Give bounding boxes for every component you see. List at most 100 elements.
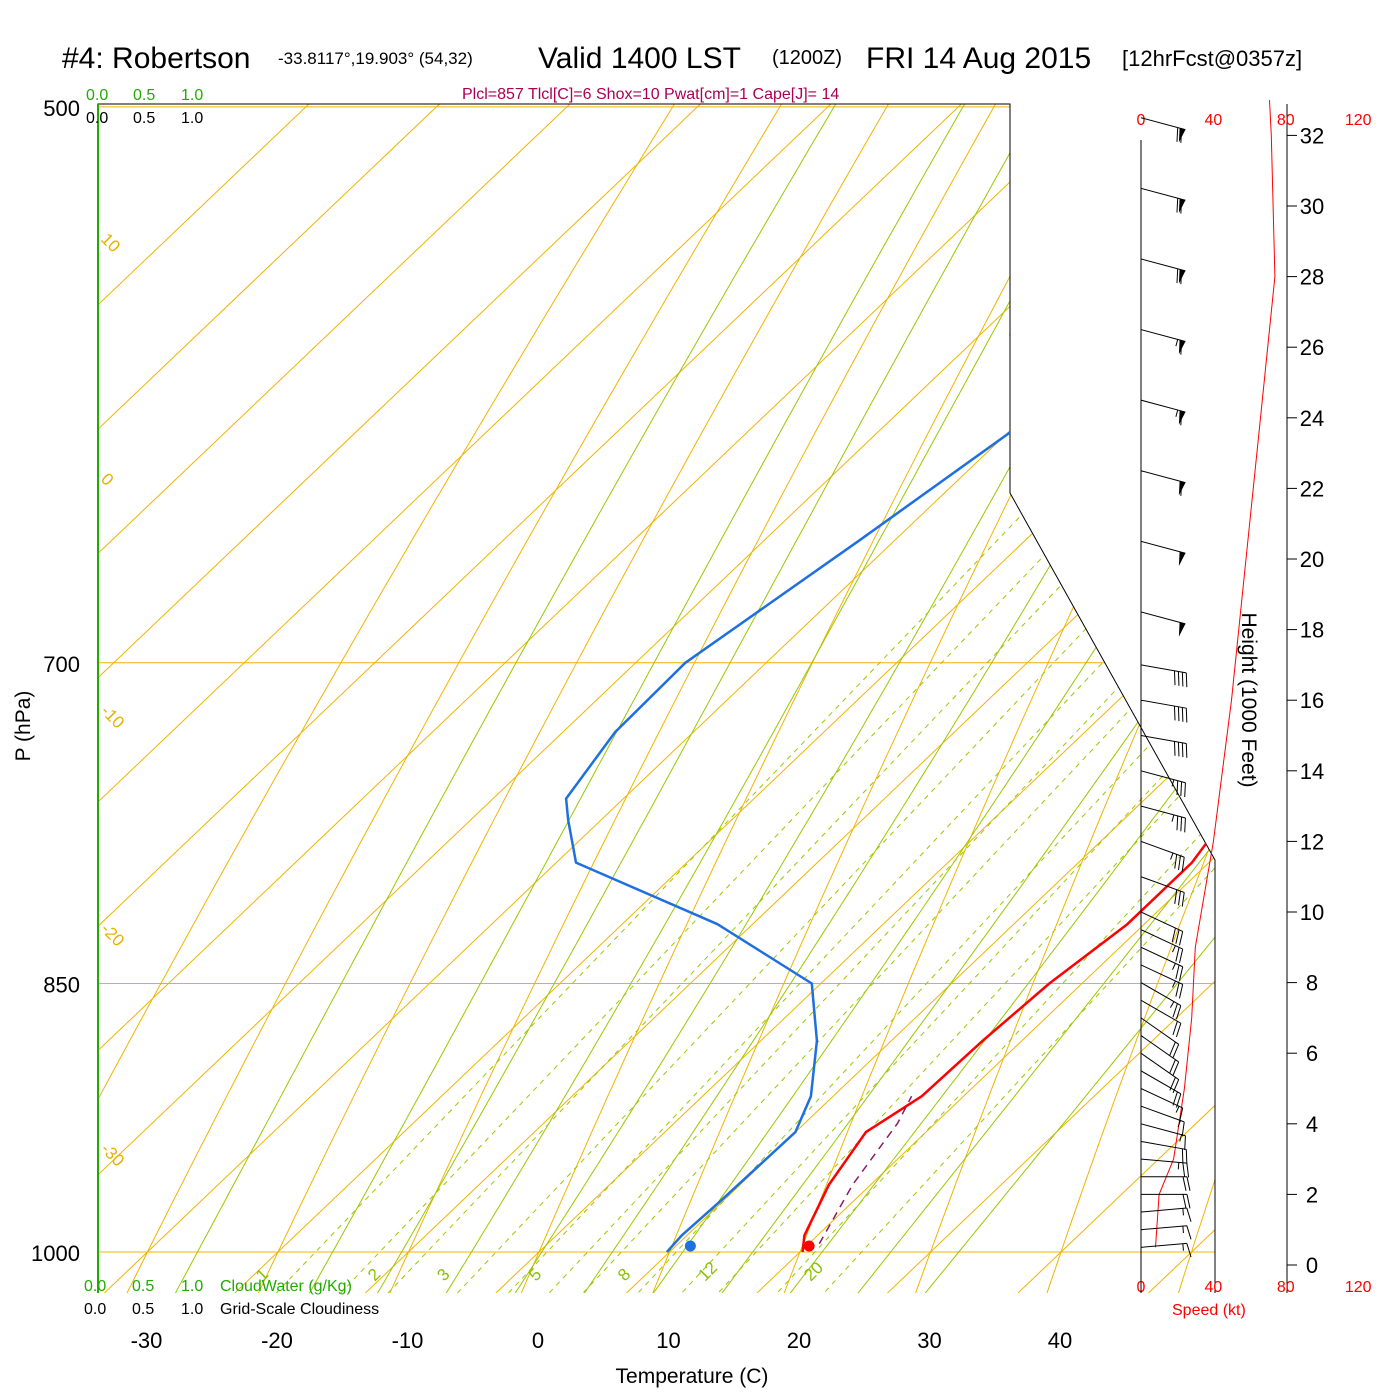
wind-barb-pennant (1178, 339, 1186, 355)
isotherm--90 (98, 104, 596, 1293)
wind-barb-4 (1141, 1176, 1191, 1191)
isotherm-label-10: 10 (1031, 506, 1069, 544)
wind-barb-flag (1182, 1194, 1187, 1209)
station-title: #4: Robertson (62, 42, 250, 75)
wind-barb-pennant (1178, 410, 1186, 425)
wind-barb-12 (1140, 1035, 1180, 1076)
wind-barb-flag (1176, 780, 1179, 795)
wind-barb-14 (1140, 999, 1182, 1038)
height-tick-label-0: 0 (1306, 1253, 1318, 1278)
wind-barb-flag (1180, 816, 1183, 832)
wind-barb-7 (1140, 1123, 1186, 1151)
mixing-ratio-label-2: 2 (364, 1265, 384, 1285)
wind-barb-flag (1180, 199, 1183, 214)
sounding-indices: Plcl=857 Tlcl[C]=6 Shox=10 Pwat[cm]=1 Ca… (462, 86, 839, 103)
wind-barb-flag (1180, 781, 1183, 796)
wind-barb-flag (1174, 854, 1178, 869)
cloudiness-label: Grid-Scale Cloudiness (220, 1301, 379, 1318)
dry-adiabat-label--20: -20 (97, 919, 128, 950)
height-tick-label-26: 26 (1300, 335, 1324, 360)
zulu-time: (1200Z) (772, 47, 842, 69)
wind-barb-flag (1177, 706, 1180, 722)
wind-barb-24 (1140, 735, 1188, 758)
wind-barb-half (1175, 339, 1179, 347)
wind-barb-staff (1140, 1207, 1187, 1213)
isotherm-label-30: 30 (1165, 756, 1203, 794)
wind-barb-flag (1176, 198, 1179, 213)
mixing-ratio-label-8: 8 (614, 1265, 634, 1285)
wind-barb-half (1182, 1225, 1184, 1234)
wind-barb-staff (1140, 611, 1186, 625)
cloudwater-tick-top-2: 1.0 (181, 87, 203, 104)
wind-barb-staff (1140, 117, 1186, 131)
wind-barb-flag (1172, 1079, 1180, 1093)
wind-barb-flag (1180, 410, 1183, 426)
height-tick-label-28: 28 (1300, 265, 1324, 290)
isotherm-label-20: 20 (1097, 628, 1135, 666)
moist-adiabat-5 (438, 104, 1215, 1293)
wind-barb-half (1170, 852, 1174, 860)
wind-barb-staff (1140, 470, 1186, 484)
wind-barb-staff (1140, 1017, 1179, 1045)
axes: -30-20-100102030402503004005007008501000… (31, 96, 1324, 1353)
mixing-ratio-label-12: 12 (694, 1258, 721, 1285)
isotherm--10 (365, 104, 1215, 1293)
wind-barb-staff (1140, 1140, 1187, 1150)
height-tick-label-10: 10 (1300, 900, 1324, 925)
isotherm--100 (98, 104, 465, 1293)
cloudwater-tick-bot-1: 0.5 (132, 1278, 154, 1295)
wind-barb-staff (1140, 187, 1186, 201)
speed-tick-bot-80: 80 (1277, 1279, 1295, 1296)
wind-speed-line (1155, 100, 1276, 1248)
cloudiness-bottom-ticks: 0.0 0.5 1.0 Grid-Scale Cloudiness (84, 1301, 379, 1318)
wind-barb-19 (1140, 911, 1184, 946)
mixing-ratio-5 (439, 104, 1215, 1293)
dry-adiabat-label--10: -10 (97, 701, 128, 732)
wind-barb-21 (1140, 840, 1185, 872)
wind-barb-flag (1175, 1093, 1182, 1108)
height-tick-label-8: 8 (1306, 971, 1318, 996)
wind-barb-half (1179, 552, 1183, 560)
y-tick-label-1000: 1000 (31, 1241, 80, 1266)
mixing-ratio-6 (473, 104, 1215, 1293)
speed-tick-top-120: 120 (1345, 112, 1372, 129)
wind-barb-half (1172, 963, 1176, 970)
mixing-ratio-20 (716, 104, 1215, 1293)
x-tick-label-0: 0 (532, 1328, 544, 1353)
wind-barb-staff (1140, 399, 1186, 413)
height-tick-label-4: 4 (1306, 1112, 1318, 1137)
wind-barb-flag (1178, 855, 1181, 871)
isotherm--20 (234, 104, 1215, 1293)
isotherm-30 (887, 104, 1215, 1293)
height-tick-label-2: 2 (1306, 1182, 1318, 1207)
speed-tick-bot-120: 120 (1345, 1279, 1372, 1296)
wind-barb-staff (1140, 1225, 1187, 1231)
height-tick-label-30: 30 (1300, 194, 1324, 219)
wind-barb-flag (1179, 966, 1184, 981)
wind-barb-half (1179, 1134, 1183, 1142)
moist-adiabat--20 (112, 104, 1215, 1293)
moist-adiabat-0 (373, 104, 1215, 1293)
wind-barb-flag (1176, 127, 1179, 142)
wind-barb-flag (1186, 1225, 1192, 1240)
moist-adiabat-35 (830, 104, 1215, 1293)
cloudwater-tick-top-1: 0.5 (133, 87, 155, 104)
wind-barb-flag (1182, 1176, 1187, 1191)
wind-barb-28 (1140, 540, 1186, 566)
speed-tick-top-80: 80 (1277, 112, 1295, 129)
surface-temperature-marker (803, 1240, 815, 1252)
cloudiness-tick-top-1: 0.5 (133, 110, 155, 127)
wind-barb-16 (1140, 964, 1184, 999)
dry-adiabat--10 (337, 104, 1215, 1293)
wind-barb-flag (1185, 1149, 1188, 1164)
wind-barb-flag (1186, 1194, 1191, 1209)
wind-barb-9 (1140, 1088, 1184, 1123)
wind-barb-flag (1186, 1207, 1192, 1222)
wind-barb-flag (1179, 984, 1184, 999)
wind-barb-27 (1140, 611, 1186, 637)
cloudwater-label: CloudWater (g/Kg) (220, 1278, 352, 1295)
x-tick-label--30: -30 (131, 1328, 163, 1353)
isotherm-10 (626, 104, 1215, 1293)
